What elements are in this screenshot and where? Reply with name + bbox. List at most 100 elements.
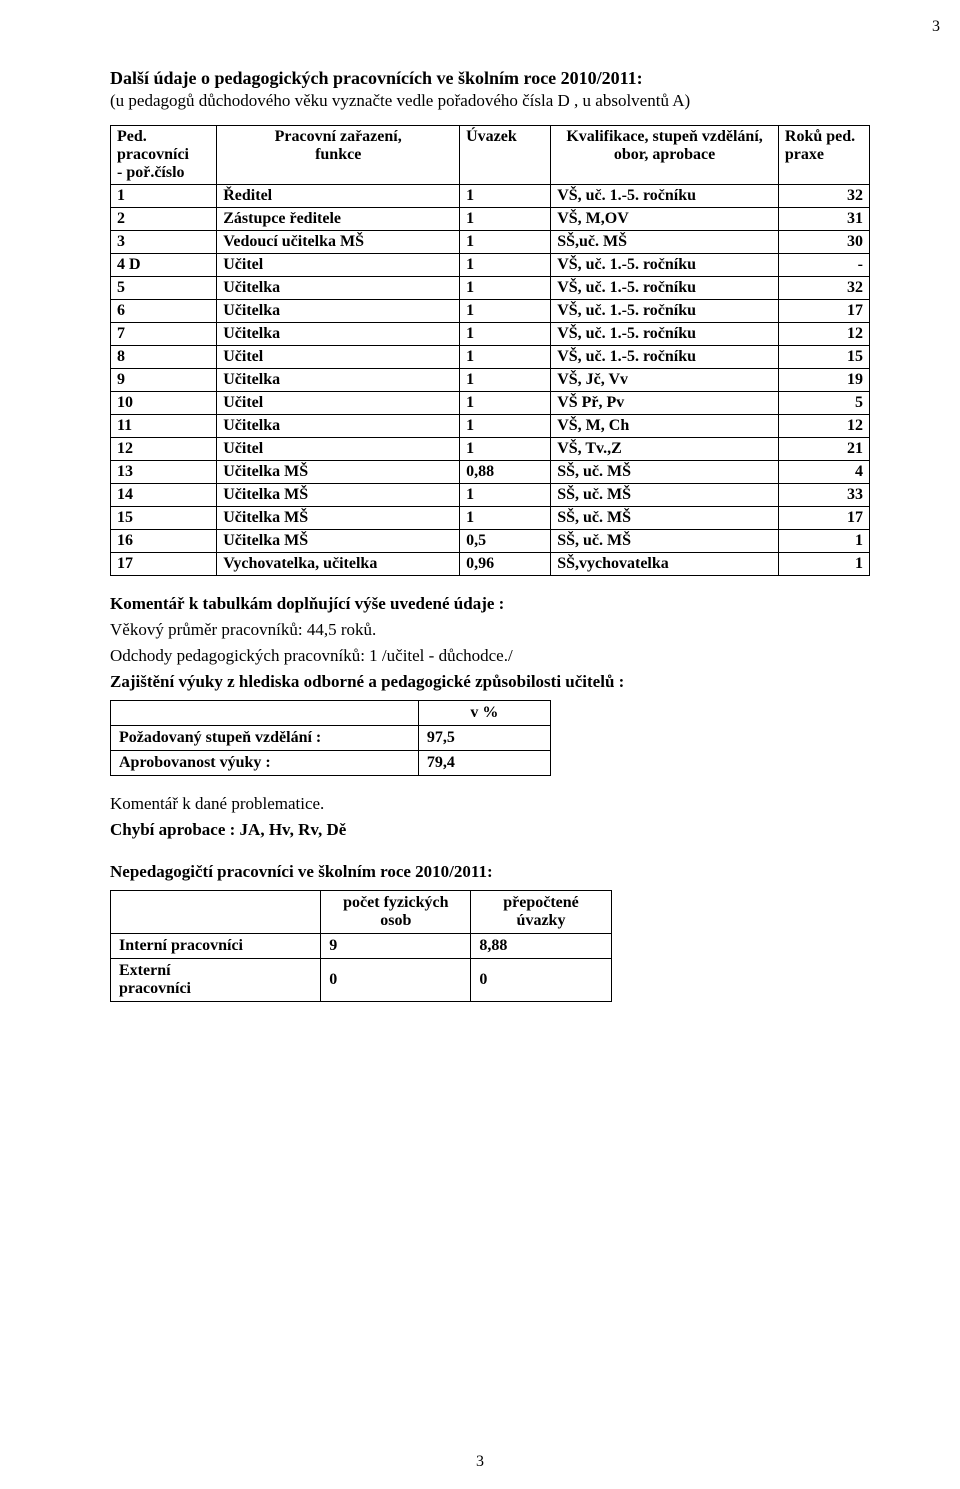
table-cell: Učitelka MŠ (217, 484, 460, 507)
empty-header-cell (111, 701, 419, 726)
col-header-recalculated: přepočtené úvazky (471, 891, 611, 934)
col-header-function: Pracovní zařazení, funkce (217, 126, 460, 185)
table-row: 7Učitelka1VŠ, uč. 1.-5. ročníku12 (111, 323, 870, 346)
table-cell: VŠ, uč. 1.-5. ročníku (551, 346, 779, 369)
table-row: 1Ředitel1VŠ, uč. 1.-5. ročníku32 (111, 185, 870, 208)
table-cell: 1 (460, 185, 551, 208)
table-cell-label: Aprobovanost výuky : (111, 751, 419, 776)
table-cell: SŠ, uč. MŠ (551, 484, 779, 507)
col-header-years-line2: praxe (785, 146, 824, 163)
page-number-top: 3 (932, 18, 940, 36)
table-cell: Ředitel (217, 185, 460, 208)
col-header-uvazek: Úvazek (460, 126, 551, 185)
table-cell-value: 0 (321, 959, 471, 1002)
table-cell-value: 79,4 (418, 751, 550, 776)
table-row: 8Učitel1VŠ, uč. 1.-5. ročníku15 (111, 346, 870, 369)
table-cell: Učitel (217, 346, 460, 369)
table-cell: 10 (111, 392, 217, 415)
comment-problematic-line: Komentář k dané problematice. (110, 794, 870, 814)
table-row: 15Učitelka MŠ1SŠ, uč. MŠ17 (111, 507, 870, 530)
table-row: 12Učitel1VŠ, Tv.,Z21 (111, 438, 870, 461)
table-cell: 17 (778, 507, 869, 530)
nonped-heading: Nepedagogičtí pracovníci ve školním roce… (110, 862, 870, 882)
table-row: Externípracovníci00 (111, 959, 612, 1002)
table-cell: - (778, 254, 869, 277)
qualification-heading: Zajištění výuky z hlediska odborné a ped… (110, 672, 870, 692)
table-cell: 6 (111, 300, 217, 323)
table-row: 5Učitelka1VŠ, uč. 1.-5. ročníku32 (111, 277, 870, 300)
table-cell: 1 (460, 438, 551, 461)
table-cell: 1 (111, 185, 217, 208)
col-header-years-line1: Roků ped. (785, 128, 855, 145)
nonped-staff-table: počet fyzických osob přepočtené úvazky I… (110, 890, 612, 1002)
col-header-qual-line2: obor, aprobace (614, 146, 715, 163)
table-cell: Vychovatelka, učitelka (217, 553, 460, 576)
table-cell: 0,88 (460, 461, 551, 484)
table-cell: 16 (111, 530, 217, 553)
col-header-years: Roků ped. praxe (778, 126, 869, 185)
table-cell: 14 (111, 484, 217, 507)
table-cell-value: 9 (321, 934, 471, 959)
table-cell-value: 97,5 (418, 726, 550, 751)
table-cell: 1 (460, 277, 551, 300)
col-header-recalc-line1: přepočtené (503, 894, 579, 911)
table-cell-value: 0 (471, 959, 611, 1002)
pedagogical-staff-table: Ped. pracovníci - poř.číslo Pracovní zař… (110, 125, 870, 576)
col-header-phys-line2: osob (380, 912, 411, 929)
table-cell: 1 (460, 369, 551, 392)
qualification-percent-table: v % Požadovaný stupeň vzdělání :97,5Apro… (110, 700, 551, 776)
col-header-percent: v % (418, 701, 550, 726)
table-cell: 2 (111, 208, 217, 231)
table-cell: 12 (111, 438, 217, 461)
table-cell: SŠ, uč. MŠ (551, 461, 779, 484)
table-cell: SŠ, uč. MŠ (551, 530, 779, 553)
table-cell: SŠ,vychovatelka (551, 553, 779, 576)
table-cell: Vedoucí učitelka MŠ (217, 231, 460, 254)
table-cell: Učitelka (217, 323, 460, 346)
table-row: 3Vedoucí učitelka MŠ1SŠ,uč. MŠ30 (111, 231, 870, 254)
col-header-phys-line1: počet fyzických (343, 894, 448, 911)
table-cell: Učitel (217, 392, 460, 415)
table-cell: 1 (460, 415, 551, 438)
table-cell: 4 D (111, 254, 217, 277)
subheading-legend: (u pedagogů důchodového věku vyznačte ve… (110, 91, 870, 111)
table-row: 17Vychovatelka, učitelka0,96SŠ,vychovate… (111, 553, 870, 576)
table-row: 9Učitelka1VŠ, Jč, Vv19 (111, 369, 870, 392)
table-cell: VŠ, M,OV (551, 208, 779, 231)
table-cell: Učitelka (217, 369, 460, 392)
table-cell: 1 (778, 530, 869, 553)
col-header-physical-count: počet fyzických osob (321, 891, 471, 934)
table-cell: 1 (460, 300, 551, 323)
table-cell: 32 (778, 277, 869, 300)
table-cell: 9 (111, 369, 217, 392)
table-cell: 1 (460, 323, 551, 346)
col-header-qualification: Kvalifikace, stupeň vzdělání, obor, apro… (551, 126, 779, 185)
table-cell: VŠ, Tv.,Z (551, 438, 779, 461)
table-cell: VŠ, M, Ch (551, 415, 779, 438)
table-cell: VŠ, uč. 1.-5. ročníku (551, 277, 779, 300)
table-cell-value: 8,88 (471, 934, 611, 959)
table-cell: Učitel (217, 438, 460, 461)
table-cell-label: Interní pracovníci (111, 934, 321, 959)
heading-further-data: Další údaje o pedagogických pracovnících… (110, 68, 870, 89)
table-cell: SŠ, uč. MŠ (551, 507, 779, 530)
table-cell: 8 (111, 346, 217, 369)
table-row: 14Učitelka MŠ1SŠ, uč. MŠ33 (111, 484, 870, 507)
table-cell: VŠ, uč. 1.-5. ročníku (551, 323, 779, 346)
comment-heading: Komentář k tabulkám doplňující výše uved… (110, 594, 870, 614)
empty-header-cell (111, 891, 321, 934)
col-header-id: Ped. pracovníci - poř.číslo (111, 126, 217, 185)
table-row: Požadovaný stupeň vzdělání :97,5 (111, 726, 551, 751)
table-cell: 1 (460, 346, 551, 369)
table-row: 13Učitelka MŠ0,88SŠ, uč. MŠ4 (111, 461, 870, 484)
table-header-row: Ped. pracovníci - poř.číslo Pracovní zař… (111, 126, 870, 185)
table-cell-label: Požadovaný stupeň vzdělání : (111, 726, 419, 751)
col-header-function-line2: funkce (315, 146, 361, 163)
table-row: 11Učitelka1VŠ, M, Ch12 (111, 415, 870, 438)
table-cell: 5 (778, 392, 869, 415)
table-cell: VŠ, uč. 1.-5. ročníku (551, 300, 779, 323)
table-cell: 3 (111, 231, 217, 254)
table-row: 4 DUčitel1VŠ, uč. 1.-5. ročníku- (111, 254, 870, 277)
table-row: 16Učitelka MŠ0,5SŠ, uč. MŠ1 (111, 530, 870, 553)
table-cell: Učitelka (217, 415, 460, 438)
